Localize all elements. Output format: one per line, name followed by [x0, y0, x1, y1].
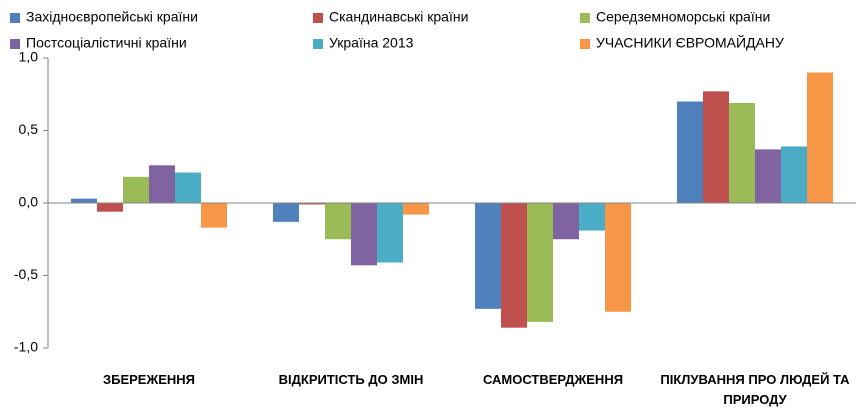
bar	[553, 203, 579, 240]
legend-swatch	[10, 39, 20, 49]
x-tick-label: САМОСТВЕРДЖЕННЯ	[482, 372, 624, 387]
y-tick-label: 1,0	[19, 49, 39, 65]
bar	[703, 91, 729, 203]
legend-label: Скандинавські країни	[329, 9, 468, 25]
bar	[377, 203, 403, 263]
legend-label: Середземноморські країни	[596, 9, 770, 25]
bar	[501, 203, 527, 328]
bar	[527, 203, 553, 322]
legend-swatch	[580, 13, 590, 23]
legend-swatch	[580, 39, 590, 49]
legend-label: Україна 2013	[329, 35, 414, 51]
bar	[97, 203, 123, 212]
y-tick-label: -0,5	[14, 266, 38, 282]
bar	[201, 203, 227, 228]
legend-swatch	[10, 13, 20, 23]
bar	[403, 203, 429, 215]
bar	[273, 203, 299, 222]
bar	[807, 72, 833, 203]
y-tick-label: -1,0	[14, 339, 38, 355]
bar	[351, 203, 377, 266]
x-tick-label: ПІКЛУВАННЯ ПРО ЛЮДЕЙ ТА ПРИРОДУ	[660, 372, 850, 407]
bar	[729, 102, 755, 203]
legend-label: Постсоціалістичні країни	[26, 35, 187, 51]
legend-label: Західноєвропейські країни	[26, 9, 198, 25]
bar	[579, 203, 605, 231]
bar	[325, 203, 351, 240]
bar	[781, 146, 807, 203]
bar	[123, 176, 149, 203]
legend-swatch	[313, 13, 323, 23]
bar	[71, 198, 97, 203]
y-tick-label: 0,5	[19, 121, 39, 137]
y-tick-label: 0,0	[19, 194, 39, 210]
x-tick-label: ВІДКРИТІСТЬ ДО ЗМІН	[278, 372, 424, 387]
bar	[755, 149, 781, 203]
bar	[605, 203, 631, 312]
legend-swatch	[313, 39, 323, 49]
bar	[299, 203, 325, 205]
bar	[677, 101, 703, 203]
x-tick-label: ЗБЕРЕЖЕННЯ	[102, 372, 196, 387]
legend-label: УЧАСНИКИ ЄВРОМАЙДАНУ	[596, 34, 784, 51]
bar	[175, 172, 201, 203]
bar	[475, 203, 501, 309]
bar	[149, 165, 175, 203]
